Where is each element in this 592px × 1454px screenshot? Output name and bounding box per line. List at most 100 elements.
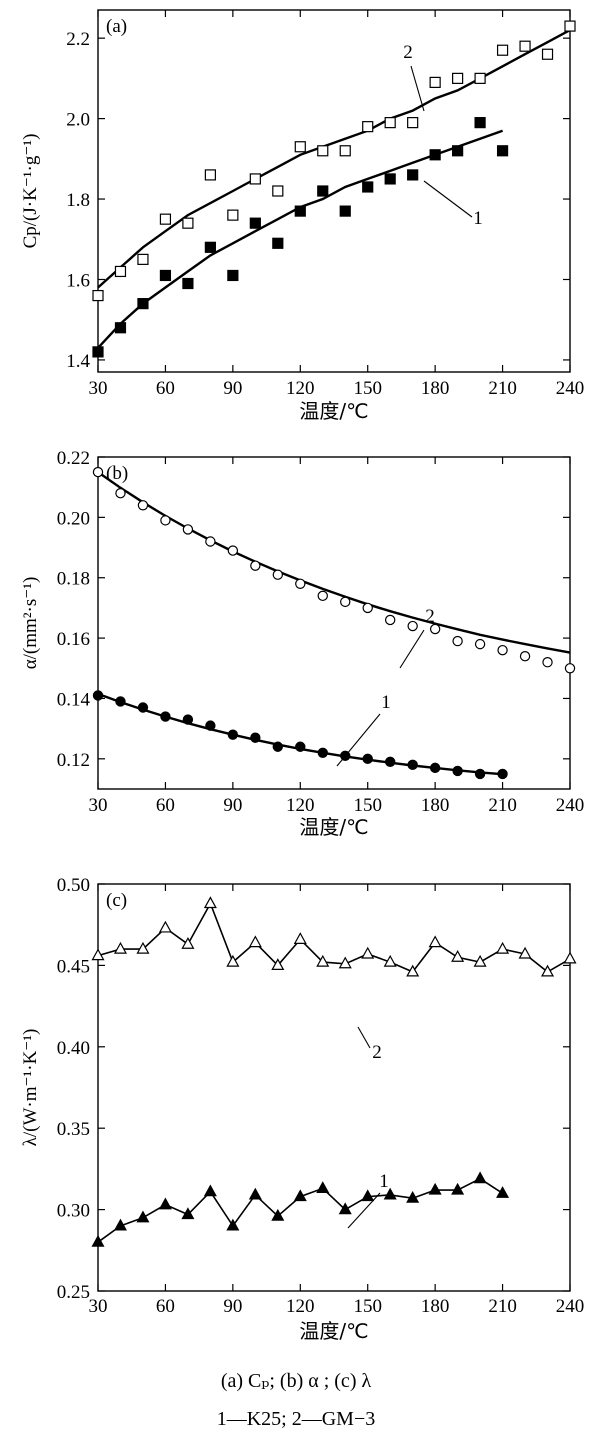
y-tick-label: 0.45 <box>57 956 90 977</box>
series-1-label: 1 <box>379 1171 389 1192</box>
y-tick-label: 0.16 <box>57 629 90 650</box>
series-1-point <box>137 702 149 713</box>
series-1-point <box>226 1218 240 1231</box>
series-2-point <box>205 536 216 547</box>
series-2-point <box>272 569 284 580</box>
series-2-point <box>429 623 441 635</box>
series-1-point <box>384 173 396 185</box>
x-tick-label: 30 <box>89 795 108 816</box>
series-2-point <box>182 217 194 229</box>
x-tick-label: 90 <box>223 795 242 816</box>
series-1-leader-line <box>347 1192 381 1229</box>
x-tick-label: 90 <box>223 378 242 399</box>
series-1-point <box>182 714 194 725</box>
x-tick-label: 30 <box>89 1296 108 1317</box>
x-tick-label: 240 <box>556 1296 585 1317</box>
x-tick-label: 90 <box>223 1296 242 1317</box>
series-2-point <box>91 948 105 961</box>
series-2-point <box>519 651 531 662</box>
x-tick-label: 120 <box>286 1296 315 1317</box>
series-2-point <box>518 946 532 959</box>
series-2-point <box>407 117 419 129</box>
series-1-point <box>272 741 284 752</box>
x-tick-label: 180 <box>421 378 450 399</box>
series-1-leader-line <box>336 713 381 767</box>
x-tick-label: 60 <box>156 795 175 816</box>
series-2: 2 <box>92 20 576 302</box>
y-axis-title: λ/(W·m⁻¹·K⁻¹) <box>20 1029 41 1147</box>
y-tick-label: 1.6 <box>66 270 90 291</box>
y-tick-label: 1.8 <box>66 190 90 211</box>
series-2-point <box>428 935 442 948</box>
series-1-point <box>181 1207 195 1220</box>
series-2-point <box>250 560 261 571</box>
series-1-point <box>317 747 328 758</box>
series-1-point <box>452 145 464 157</box>
x-tick-label: 180 <box>421 795 450 816</box>
series-2-point <box>227 545 239 556</box>
x-tick-label: 150 <box>353 378 382 399</box>
series-1-point <box>249 217 261 229</box>
series-1-point <box>250 732 261 743</box>
series-1-point <box>137 298 149 310</box>
series-2-leader-line <box>399 629 425 669</box>
series-2-point <box>473 954 487 967</box>
series-1: 1 <box>92 690 508 780</box>
y-tick-label: 0.35 <box>57 1119 90 1140</box>
series-1-label: 1 <box>381 692 391 713</box>
series-2-fit-curve <box>97 29 571 289</box>
panel-b-alpha-chart: 30 60 90 120 150 180 210 240 0.12 0.14 0.16 0.18 0.2… <box>20 448 584 839</box>
series-1-point <box>338 1202 352 1215</box>
series-1: 1 <box>92 117 509 358</box>
series-1-point <box>362 753 373 765</box>
series-2-point <box>226 954 240 967</box>
series-2-point <box>227 209 239 221</box>
series-2-point <box>406 964 420 977</box>
series-2-point <box>541 964 555 977</box>
series-2-point <box>564 20 576 32</box>
series-2-point <box>92 289 104 302</box>
y-tick-label: 0.12 <box>57 750 90 771</box>
series-2-point <box>563 951 577 964</box>
series-1-point <box>473 1171 487 1184</box>
series-1-point <box>429 149 441 161</box>
series-1-point <box>406 1190 420 1203</box>
series-1-point <box>295 741 306 752</box>
series-1-point <box>115 696 126 707</box>
series-1-point <box>451 1182 465 1195</box>
series-1-leader-line <box>423 180 473 218</box>
series-2-point <box>249 173 261 185</box>
series-1-point <box>452 765 463 777</box>
series-1-point <box>204 241 216 253</box>
y-tick-label: 2.0 <box>66 110 90 131</box>
series-1-point <box>293 1189 307 1202</box>
series-2-point <box>429 76 441 89</box>
y-tick-label: 0.30 <box>57 1201 90 1222</box>
series-2-point <box>474 638 486 650</box>
series-1-point <box>474 768 486 780</box>
series-2-point <box>160 515 171 526</box>
series-2-point <box>519 40 531 52</box>
series-1-point <box>361 1189 375 1202</box>
series-2-point <box>295 578 306 589</box>
series-1-point <box>92 346 104 358</box>
x-tick-label: 120 <box>286 795 315 816</box>
series-1-point <box>160 711 171 722</box>
x-tick-label: 210 <box>488 378 517 399</box>
series-1-point <box>203 1184 217 1197</box>
series-1-point <box>496 1186 510 1198</box>
plot-frame <box>97 9 571 373</box>
x-tick-label: 150 <box>353 1296 382 1317</box>
series-2-point <box>564 663 576 674</box>
x-tick-label: 240 <box>556 378 585 399</box>
x-tick-label: 150 <box>353 795 382 816</box>
y-tick-label: 0.22 <box>57 448 90 469</box>
series-2-point <box>496 44 509 56</box>
y-tick-label: 0.40 <box>57 1038 90 1059</box>
x-axis-title: 温度/℃ <box>299 815 368 839</box>
plot-frame <box>97 456 571 790</box>
series-1-point <box>248 1187 262 1200</box>
y-tick-label: 1.4 <box>66 351 90 372</box>
series-2-point <box>452 635 463 647</box>
y-tick-label: 0.14 <box>57 689 91 710</box>
